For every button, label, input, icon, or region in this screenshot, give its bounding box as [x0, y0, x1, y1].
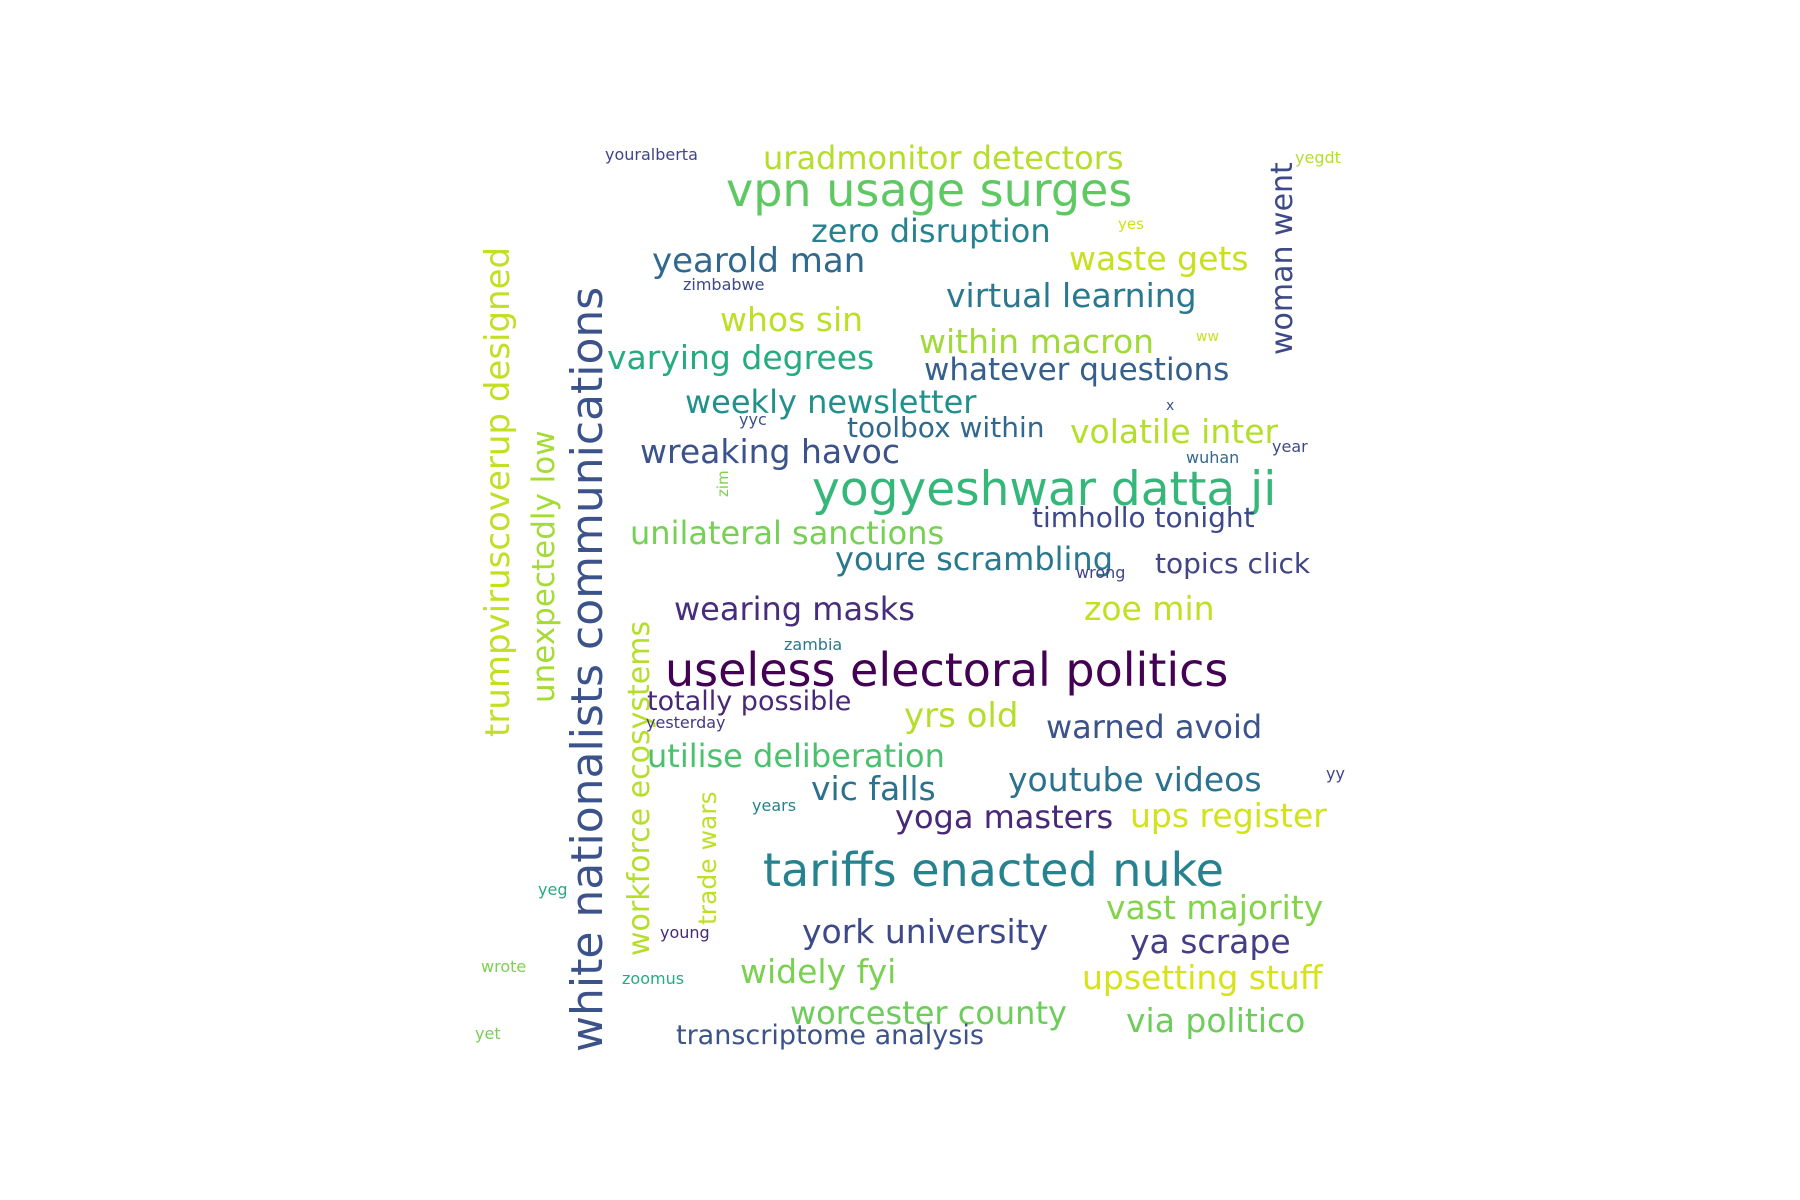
cloud-word: ups register: [1130, 796, 1327, 835]
cloud-word: vpn usage surges: [726, 163, 1133, 217]
cloud-word: wreaking havoc: [640, 432, 900, 471]
cloud-word: yes: [1118, 215, 1144, 233]
cloud-word: waste gets: [1069, 239, 1249, 278]
cloud-word: ya scrape: [1130, 922, 1291, 961]
cloud-word: uradmonitor detectors: [763, 139, 1124, 177]
cloud-word: yearold man: [652, 241, 866, 281]
cloud-word: wuhan: [1186, 448, 1240, 467]
cloud-word: vic falls: [811, 769, 936, 808]
cloud-word: upsetting stuff: [1082, 958, 1323, 997]
cloud-word: weekly newsletter: [685, 383, 977, 421]
cloud-word: unexpectedly low: [526, 430, 562, 703]
cloud-word: zim: [714, 470, 732, 497]
cloud-word: wrote: [481, 957, 527, 976]
cloud-word: workforce ecosystems: [622, 620, 657, 956]
cloud-word: widely fyi: [740, 952, 897, 991]
cloud-word: wrong: [1076, 563, 1126, 582]
cloud-word: useless electoral politics: [665, 643, 1229, 697]
cloud-word: yet: [475, 1024, 501, 1043]
cloud-word: within macron: [919, 322, 1155, 361]
cloud-word: x: [1166, 398, 1175, 414]
cloud-word: yy: [1326, 764, 1345, 783]
cloud-word: whos sin: [720, 300, 864, 339]
cloud-word: zimbabwe: [683, 275, 765, 294]
cloud-word: yeg: [538, 880, 568, 899]
cloud-word: totally possible: [647, 686, 852, 717]
cloud-word: zoe min: [1084, 589, 1215, 628]
cloud-word: yesterday: [646, 713, 726, 732]
cloud-word: york university: [802, 912, 1049, 951]
cloud-word: white nationalists communications: [562, 286, 613, 1052]
cloud-word: via politico: [1126, 1001, 1306, 1040]
cloud-word: zambia: [784, 635, 843, 654]
cloud-word: youralberta: [605, 145, 698, 164]
cloud-word: years: [752, 796, 797, 815]
cloud-word: timhollo tonight: [1032, 501, 1255, 534]
cloud-word: trade wars: [693, 791, 722, 925]
cloud-word: ww: [1196, 329, 1219, 345]
cloud-word: warned avoid: [1046, 708, 1263, 746]
cloud-word: yyc: [739, 410, 767, 429]
cloud-word: unilateral sanctions: [630, 514, 945, 552]
cloud-word: youtube videos: [1008, 760, 1262, 799]
cloud-word: zoomus: [622, 969, 685, 988]
cloud-word: transcriptome analysis: [676, 1020, 984, 1051]
cloud-word: yogyeshwar datta ji: [812, 462, 1277, 517]
cloud-word: zero disruption: [811, 212, 1051, 250]
cloud-word: woman went: [1265, 162, 1300, 355]
cloud-word: wearing masks: [674, 590, 915, 628]
cloud-word: youre scrambling: [835, 540, 1113, 578]
cloud-word: volatile inter: [1070, 412, 1279, 451]
cloud-word: yegdt: [1295, 148, 1341, 167]
cloud-word: young: [660, 923, 710, 942]
cloud-word: year: [1272, 437, 1308, 456]
cloud-word: whatever questions: [924, 352, 1230, 388]
cloud-word: yrs old: [904, 696, 1019, 736]
cloud-word: utilise deliberation: [647, 737, 945, 775]
cloud-word: topics click: [1155, 547, 1311, 580]
cloud-word: worcester county: [790, 994, 1067, 1032]
cloud-word: vast majority: [1106, 888, 1324, 927]
cloud-word: trumpviruscoverup designed: [478, 246, 518, 737]
cloud-word: virtual learning: [946, 276, 1197, 315]
cloud-word: yoga masters: [895, 798, 1114, 836]
cloud-word: toolbox within: [847, 411, 1045, 444]
cloud-word: varying degrees: [607, 338, 875, 377]
cloud-word: tariffs enacted nuke: [763, 843, 1224, 897]
